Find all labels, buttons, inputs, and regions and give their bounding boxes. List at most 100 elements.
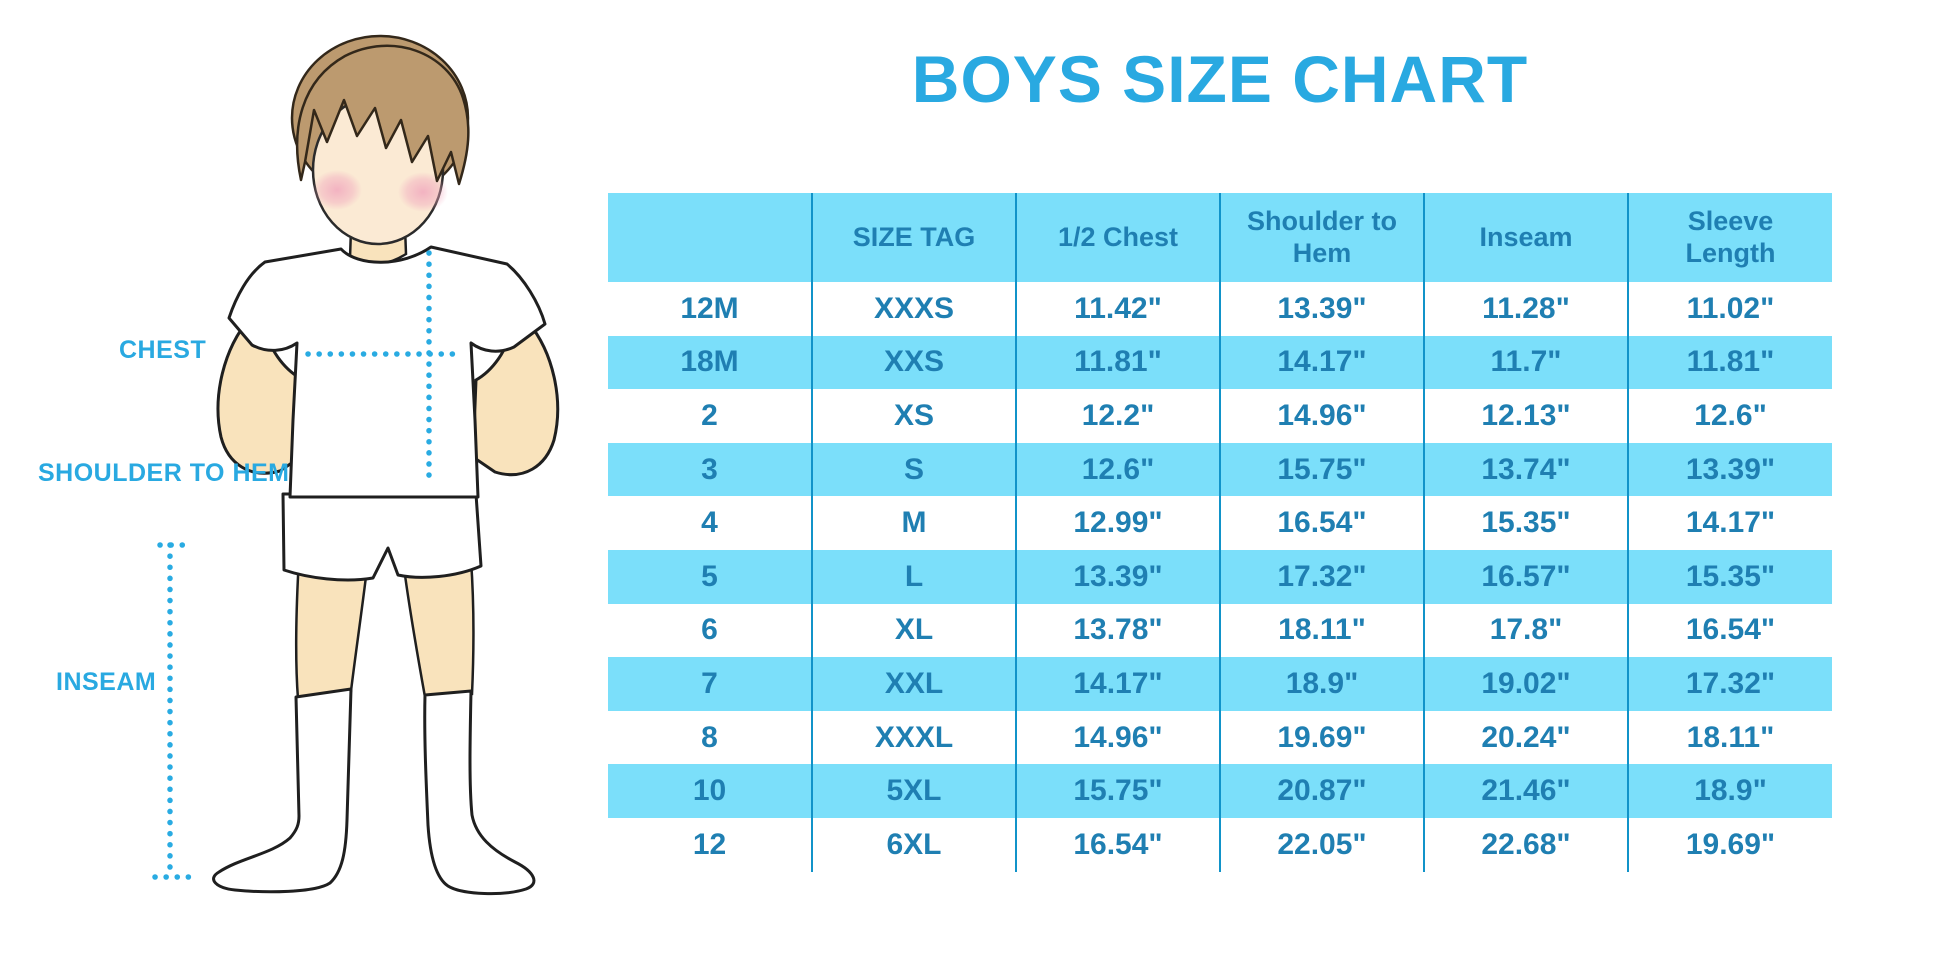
table-cell: 14.17" [1219,335,1424,390]
table-cell: 12.2" [1015,389,1220,443]
table-cell: 22.05" [1219,817,1424,872]
table-cell: 16.54" [1015,817,1220,872]
table-cell: 16.54" [1219,496,1424,550]
column-header-size-tag: SIZE TAG [811,193,1016,282]
table-cell: 4 [701,506,718,540]
table-row: 12 6XL 16.54" 22.05" 22.68" 19.69" [608,817,1832,872]
table-cell: 5 [608,549,812,604]
table-cell: 18.11" [1627,710,1832,765]
table-cell: 20.24" [1423,710,1628,765]
table-row: 4 M 12.99" 16.54" 15.35" 14.17" [608,496,1832,550]
column-header-inseam: Inseam [1423,193,1628,282]
table-cell: 2 [701,398,718,432]
table-cell: 16.54" [1627,603,1832,658]
table-cell: 12.99" [1015,496,1220,550]
size-table-head: SIZE TAG 1/2 Chest Shoulder to Hem Inseam Sl… [608,193,1832,282]
table-cell: XS [811,389,1016,443]
table-row: 18M XXS 11.81" 14.17" 11.7" 11.81" [608,335,1832,390]
table-cell: 7 [608,657,812,711]
table-cell: 13.39" [1627,442,1832,497]
boy-blush-left [312,170,362,210]
table-row: 3 S 12.6" 15.75" 13.74" 13.39" [608,442,1832,497]
table-row: 6 XL 13.78" 18.11" 17.8" 16.54" [608,603,1832,658]
column-header-shoulder-to-hem: Shoulder to Hem [1219,193,1424,282]
shoulder-to-hem-label: SHOULDER TO HEM [38,459,290,487]
table-row: 7 XXL 14.17" 18.9" 19.02" 17.32" [608,657,1832,711]
table-cell: 12.6" [1015,442,1220,497]
table-cell: 13.39" [1219,282,1424,336]
table-cell: 13.74" [1423,442,1628,497]
boy-tshirt [227,245,547,499]
table-cell: 14.96" [1219,389,1424,443]
table-cell: 16.57" [1423,549,1628,604]
table-cell: 6XL [811,817,1016,872]
boy-sock-right [423,689,536,896]
table-cell: 22.68" [1423,817,1628,872]
table-cell: 11.42" [1015,282,1220,336]
chest-label: CHEST [119,336,207,364]
table-cell: 11.81" [1627,335,1832,390]
table-cell: 13.78" [1015,603,1220,658]
page-title: BOYS SIZE CHART [911,42,1529,116]
table-cell: 17.32" [1627,657,1832,711]
table-row: 8 XXXL 14.96" 19.69" 20.24" 18.11" [608,710,1832,765]
column-header-sleeve-length: Sleeve Length [1627,193,1832,282]
column-header-blank [608,193,812,282]
boy-hair-fringe [295,44,470,186]
table-cell: 18.9" [1219,657,1424,711]
table-cell: 12M [680,291,739,325]
table-cell: 6 [701,613,718,647]
table-cell: XXXL [811,710,1016,765]
table-cell: 19.02" [1423,657,1628,711]
table-cell: 20.87" [1219,764,1424,818]
table-cell: 17.8" [1423,603,1628,658]
boy-blush-right [398,172,448,212]
table-cell: 12.6" [1627,389,1832,443]
size-table-body: 12M XXXS 11.42" 13.39" 11.28" 11.02" 18M XXS 11.… [608,282,1832,872]
table-row: 2 XS 12.2" 14.96" 12.13" 12.6" [608,389,1832,443]
header-row: SIZE TAG 1/2 Chest Shoulder to Hem Inseam Sl… [608,193,1832,282]
table-cell: 11.28" [1423,282,1628,336]
table-cell: 18.11" [1219,603,1424,658]
table-cell: L [811,549,1016,604]
table-cell: XXL [811,657,1016,711]
table-cell: 21.46" [1423,764,1628,818]
boy-leg-right [401,558,475,699]
table-cell: 3 [608,442,812,497]
table-cell: 15.75" [1219,442,1424,497]
table-cell: 19.69" [1219,710,1424,765]
size-table: SIZE TAG 1/2 Chest Shoulder to Hem Inseam Sl… [608,193,1832,872]
column-header-1-2-chest: 1/2 Chest [1015,193,1220,282]
table-cell: 14.17" [1015,657,1220,711]
inseam-label: INSEAM [56,668,157,696]
boy-arm-left [216,316,304,475]
table-cell: XXXS [811,282,1016,336]
table-row: 10 5XL 15.75" 20.87" 21.46" 18.9" [608,764,1832,818]
boy-arm-right [471,320,560,477]
table-cell: 14.17" [1627,496,1832,550]
table-cell: 18.9" [1627,764,1832,818]
table-row: 5 L 13.39" 17.32" 16.57" 15.35" [608,549,1832,604]
table-cell: 15.35" [1423,496,1628,550]
table-cell: 15.75" [1015,764,1220,818]
boy-illustration [152,34,560,896]
table-cell: 11.02" [1627,282,1832,336]
table-cell: 19.69" [1627,817,1832,872]
table-cell: 18M [608,335,812,390]
table-cell: 14.96" [1015,710,1220,765]
table-cell: 8 [701,720,718,754]
table-cell: 12 [692,827,727,861]
table-cell: 12.13" [1423,389,1628,443]
boy-sock-left [212,687,353,894]
table-cell: XL [811,603,1016,658]
table-cell: 10 [608,764,812,818]
table-cell: 11.81" [1015,335,1220,390]
table-cell: 17.32" [1219,549,1424,604]
table-cell: S [811,442,1016,497]
boy-shorts [281,492,483,582]
table-cell: 11.7" [1423,335,1628,390]
table-row: 12M XXXS 11.42" 13.39" 11.28" 11.02" [608,282,1832,336]
table-cell: 15.35" [1627,549,1832,604]
table-cell: 13.39" [1015,549,1220,604]
